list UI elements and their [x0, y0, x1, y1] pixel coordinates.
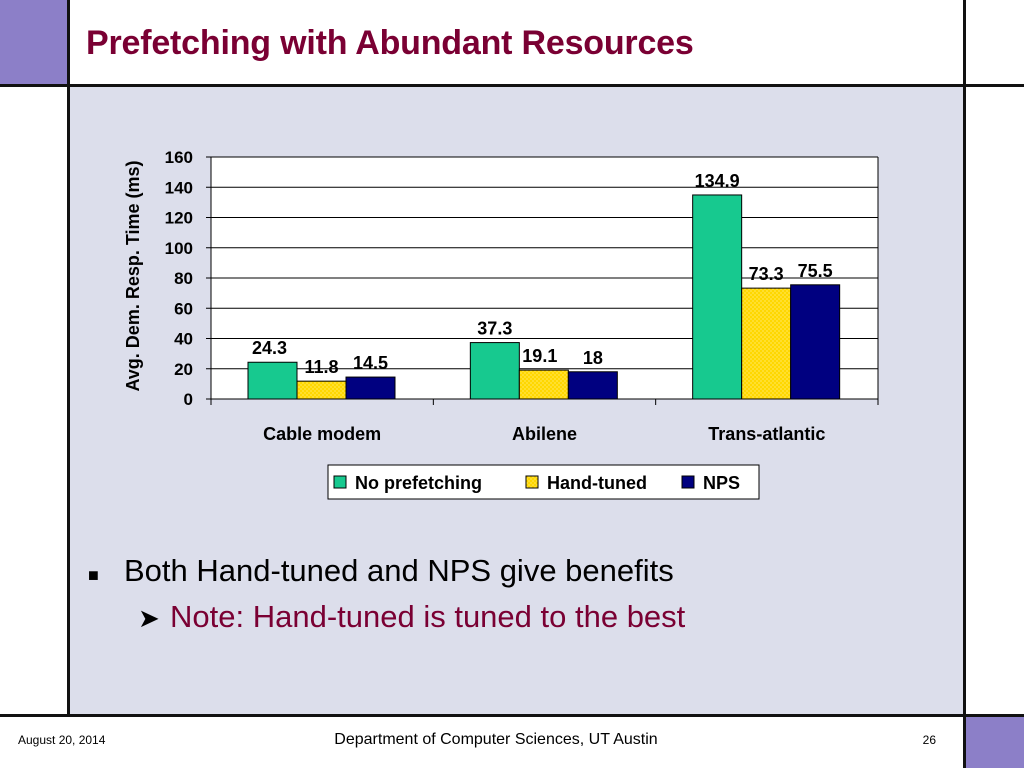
corner-accent-top-left: [0, 0, 67, 84]
title-divider: [0, 84, 1024, 87]
y-axis-label: Avg. Dem. Resp. Time (ms): [123, 160, 143, 391]
y-tick-label: 160: [165, 148, 193, 167]
bullet-text: Both Hand-tuned and NPS give benefits: [124, 553, 674, 588]
data-label: 11.8: [304, 357, 338, 377]
bullet-list: ■ Both Hand-tuned and NPS give benefits …: [88, 553, 948, 635]
bar: [469, 342, 520, 400]
bullet-item: ■ Both Hand-tuned and NPS give benefits: [88, 553, 948, 599]
page-number: 26: [922, 733, 936, 747]
bar: [741, 287, 792, 400]
y-tick-label: 20: [174, 360, 193, 379]
arrow-bullet-icon: ➤: [138, 603, 160, 633]
data-label: 37.3: [477, 319, 512, 339]
legend-swatch: [333, 475, 347, 489]
data-label: 134.9: [695, 171, 740, 191]
footer-date: August 20, 2014: [18, 733, 106, 747]
bar: [790, 284, 841, 400]
y-tick-label: 100: [165, 239, 193, 258]
data-label: 19.1: [522, 346, 557, 366]
data-label: 75.5: [798, 261, 833, 281]
legend-label: NPS: [703, 473, 740, 493]
data-label: 73.3: [749, 264, 784, 284]
right-border: [963, 0, 966, 768]
category-label: Cable modem: [263, 424, 381, 444]
data-label: 24.3: [252, 338, 287, 358]
footer-divider: [0, 714, 1024, 717]
bar: [247, 361, 298, 400]
bar: [345, 376, 396, 400]
y-tick-label: 140: [165, 178, 193, 197]
corner-accent-bottom-right: [966, 716, 1024, 768]
legend-swatch: [525, 475, 539, 489]
bar: [692, 194, 743, 400]
category-label: Trans-atlantic: [708, 424, 825, 444]
y-tick-label: 80: [174, 269, 193, 288]
legend-label: No prefetching: [355, 473, 482, 493]
bar: [518, 369, 569, 400]
data-label: 18: [583, 348, 603, 368]
sub-bullet-text: Note: Hand-tuned is tuned to the best: [170, 599, 686, 634]
data-label: 14.5: [353, 353, 388, 373]
footer-department: Department of Computer Sciences, UT Aust…: [334, 731, 658, 748]
sub-bullet-item: ➤ Note: Hand-tuned is tuned to the best: [138, 599, 948, 635]
square-bullet-icon: ■: [88, 565, 99, 585]
y-tick-label: 0: [184, 390, 193, 409]
category-label: Abilene: [512, 424, 577, 444]
left-border: [67, 0, 70, 717]
bar: [567, 371, 618, 400]
slide-title: Prefetching with Abundant Resources: [86, 24, 694, 62]
y-tick-label: 60: [174, 299, 193, 318]
legend-label: Hand-tuned: [547, 473, 647, 493]
y-tick-label: 40: [174, 330, 193, 349]
legend-swatch: [681, 475, 695, 489]
y-tick-label: 120: [165, 209, 193, 228]
bar: [296, 380, 347, 400]
